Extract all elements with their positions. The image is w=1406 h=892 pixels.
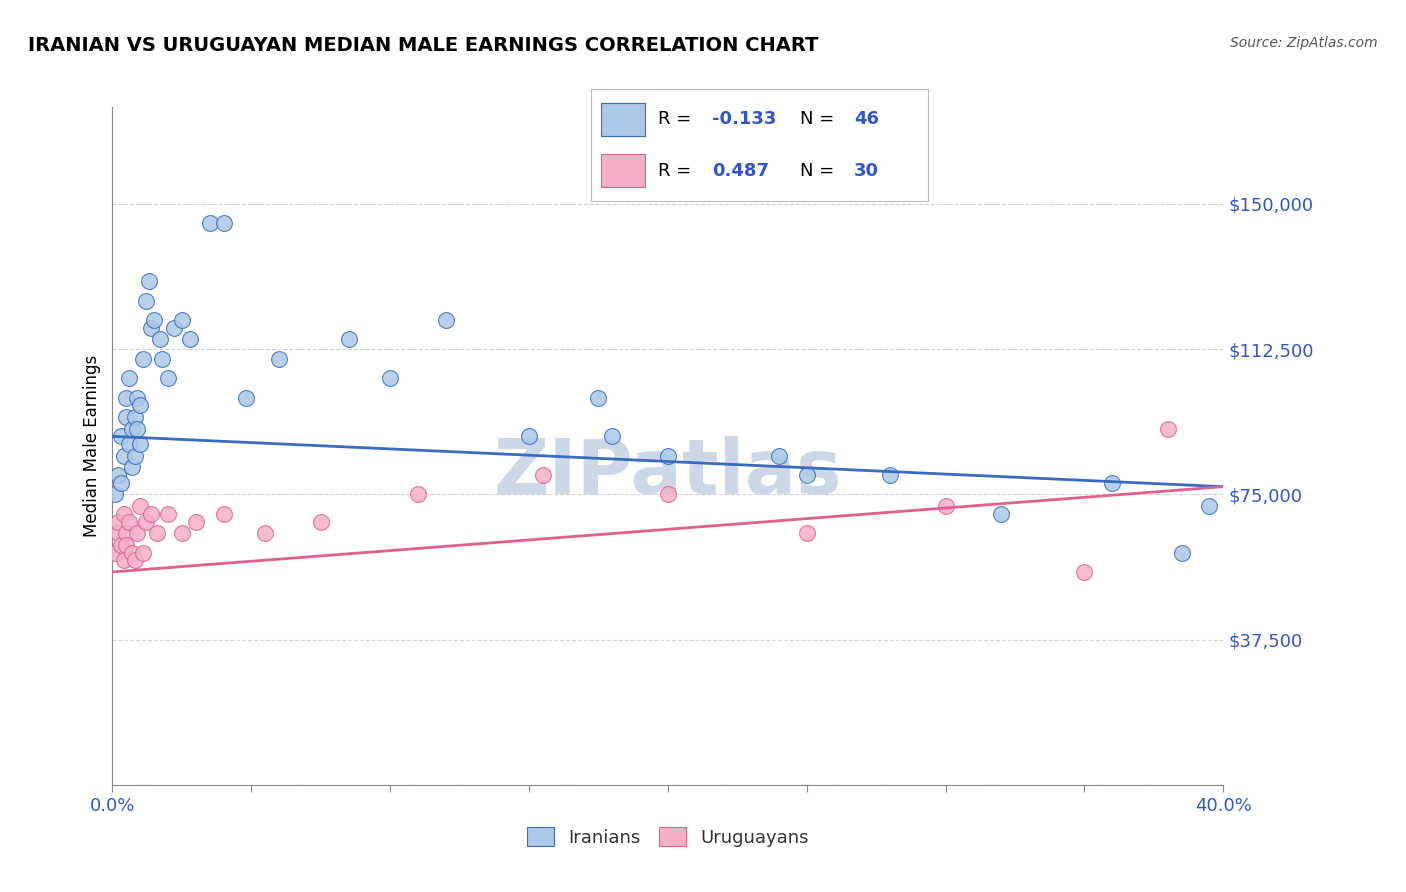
Point — [1156, 421, 1178, 435]
Point — [127, 526, 149, 541]
Point — [141, 321, 163, 335]
Point — [110, 475, 132, 490]
Point — [135, 293, 157, 308]
Point — [141, 507, 163, 521]
Point — [143, 313, 166, 327]
Point — [124, 409, 146, 424]
Point — [1073, 565, 1095, 579]
Point — [406, 487, 429, 501]
Point — [115, 538, 138, 552]
Point — [531, 468, 554, 483]
Text: R =: R = — [658, 111, 697, 128]
Y-axis label: Median Male Earnings: Median Male Earnings — [83, 355, 101, 537]
Point — [796, 468, 818, 483]
Point — [138, 274, 160, 288]
Point — [107, 515, 129, 529]
Point — [127, 391, 149, 405]
Point — [1198, 499, 1220, 513]
Point — [267, 351, 291, 366]
Point — [115, 526, 138, 541]
Point — [121, 460, 143, 475]
Bar — [600, 103, 644, 136]
Point — [129, 437, 152, 451]
Text: N =: N = — [800, 161, 839, 179]
Point — [157, 507, 180, 521]
Text: Source: ZipAtlas.com: Source: ZipAtlas.com — [1230, 36, 1378, 50]
Point — [104, 545, 127, 559]
Point — [879, 468, 901, 483]
Point — [118, 371, 141, 385]
Point — [127, 421, 149, 435]
Point — [337, 333, 360, 347]
Point — [380, 371, 402, 385]
Point — [112, 449, 135, 463]
Point — [121, 421, 143, 435]
Point — [434, 313, 457, 327]
Point — [657, 449, 679, 463]
Text: 46: 46 — [853, 111, 879, 128]
Bar — [600, 153, 644, 187]
Point — [107, 526, 129, 541]
Point — [118, 515, 141, 529]
Point — [115, 391, 138, 405]
Point — [110, 538, 132, 552]
Point — [149, 333, 172, 347]
Text: ZIPatlas: ZIPatlas — [494, 436, 842, 510]
Point — [602, 429, 624, 443]
Point — [129, 499, 152, 513]
Point — [254, 526, 277, 541]
Point — [184, 515, 207, 529]
Point — [104, 487, 127, 501]
Point — [235, 391, 257, 405]
Point — [768, 449, 790, 463]
Point — [146, 526, 169, 541]
Text: IRANIAN VS URUGUAYAN MEDIAN MALE EARNINGS CORRELATION CHART: IRANIAN VS URUGUAYAN MEDIAN MALE EARNING… — [28, 36, 818, 54]
Point — [107, 468, 129, 483]
Point — [212, 216, 235, 230]
Point — [588, 391, 610, 405]
Point — [124, 449, 146, 463]
Point — [934, 499, 956, 513]
Point — [212, 507, 235, 521]
Text: R =: R = — [658, 161, 697, 179]
Text: 30: 30 — [853, 161, 879, 179]
Point — [157, 371, 180, 385]
Text: -0.133: -0.133 — [711, 111, 776, 128]
Point — [152, 351, 174, 366]
Point — [115, 409, 138, 424]
Point — [517, 429, 540, 443]
Point — [112, 553, 135, 567]
Point — [112, 507, 135, 521]
Point — [110, 429, 132, 443]
Point — [796, 526, 818, 541]
Point — [170, 526, 193, 541]
Point — [990, 507, 1012, 521]
Point — [121, 545, 143, 559]
Point — [162, 321, 184, 335]
Point — [118, 437, 141, 451]
Point — [309, 515, 332, 529]
Legend: Iranians, Uruguayans: Iranians, Uruguayans — [520, 820, 815, 854]
Point — [1170, 545, 1192, 559]
Text: N =: N = — [800, 111, 839, 128]
Point — [198, 216, 221, 230]
Point — [179, 333, 201, 347]
Point — [135, 515, 157, 529]
Point — [129, 398, 152, 412]
Point — [657, 487, 679, 501]
Text: 0.487: 0.487 — [711, 161, 769, 179]
Point — [170, 313, 193, 327]
Point — [132, 351, 155, 366]
Point — [1101, 475, 1123, 490]
Point — [132, 545, 155, 559]
Point — [124, 553, 146, 567]
